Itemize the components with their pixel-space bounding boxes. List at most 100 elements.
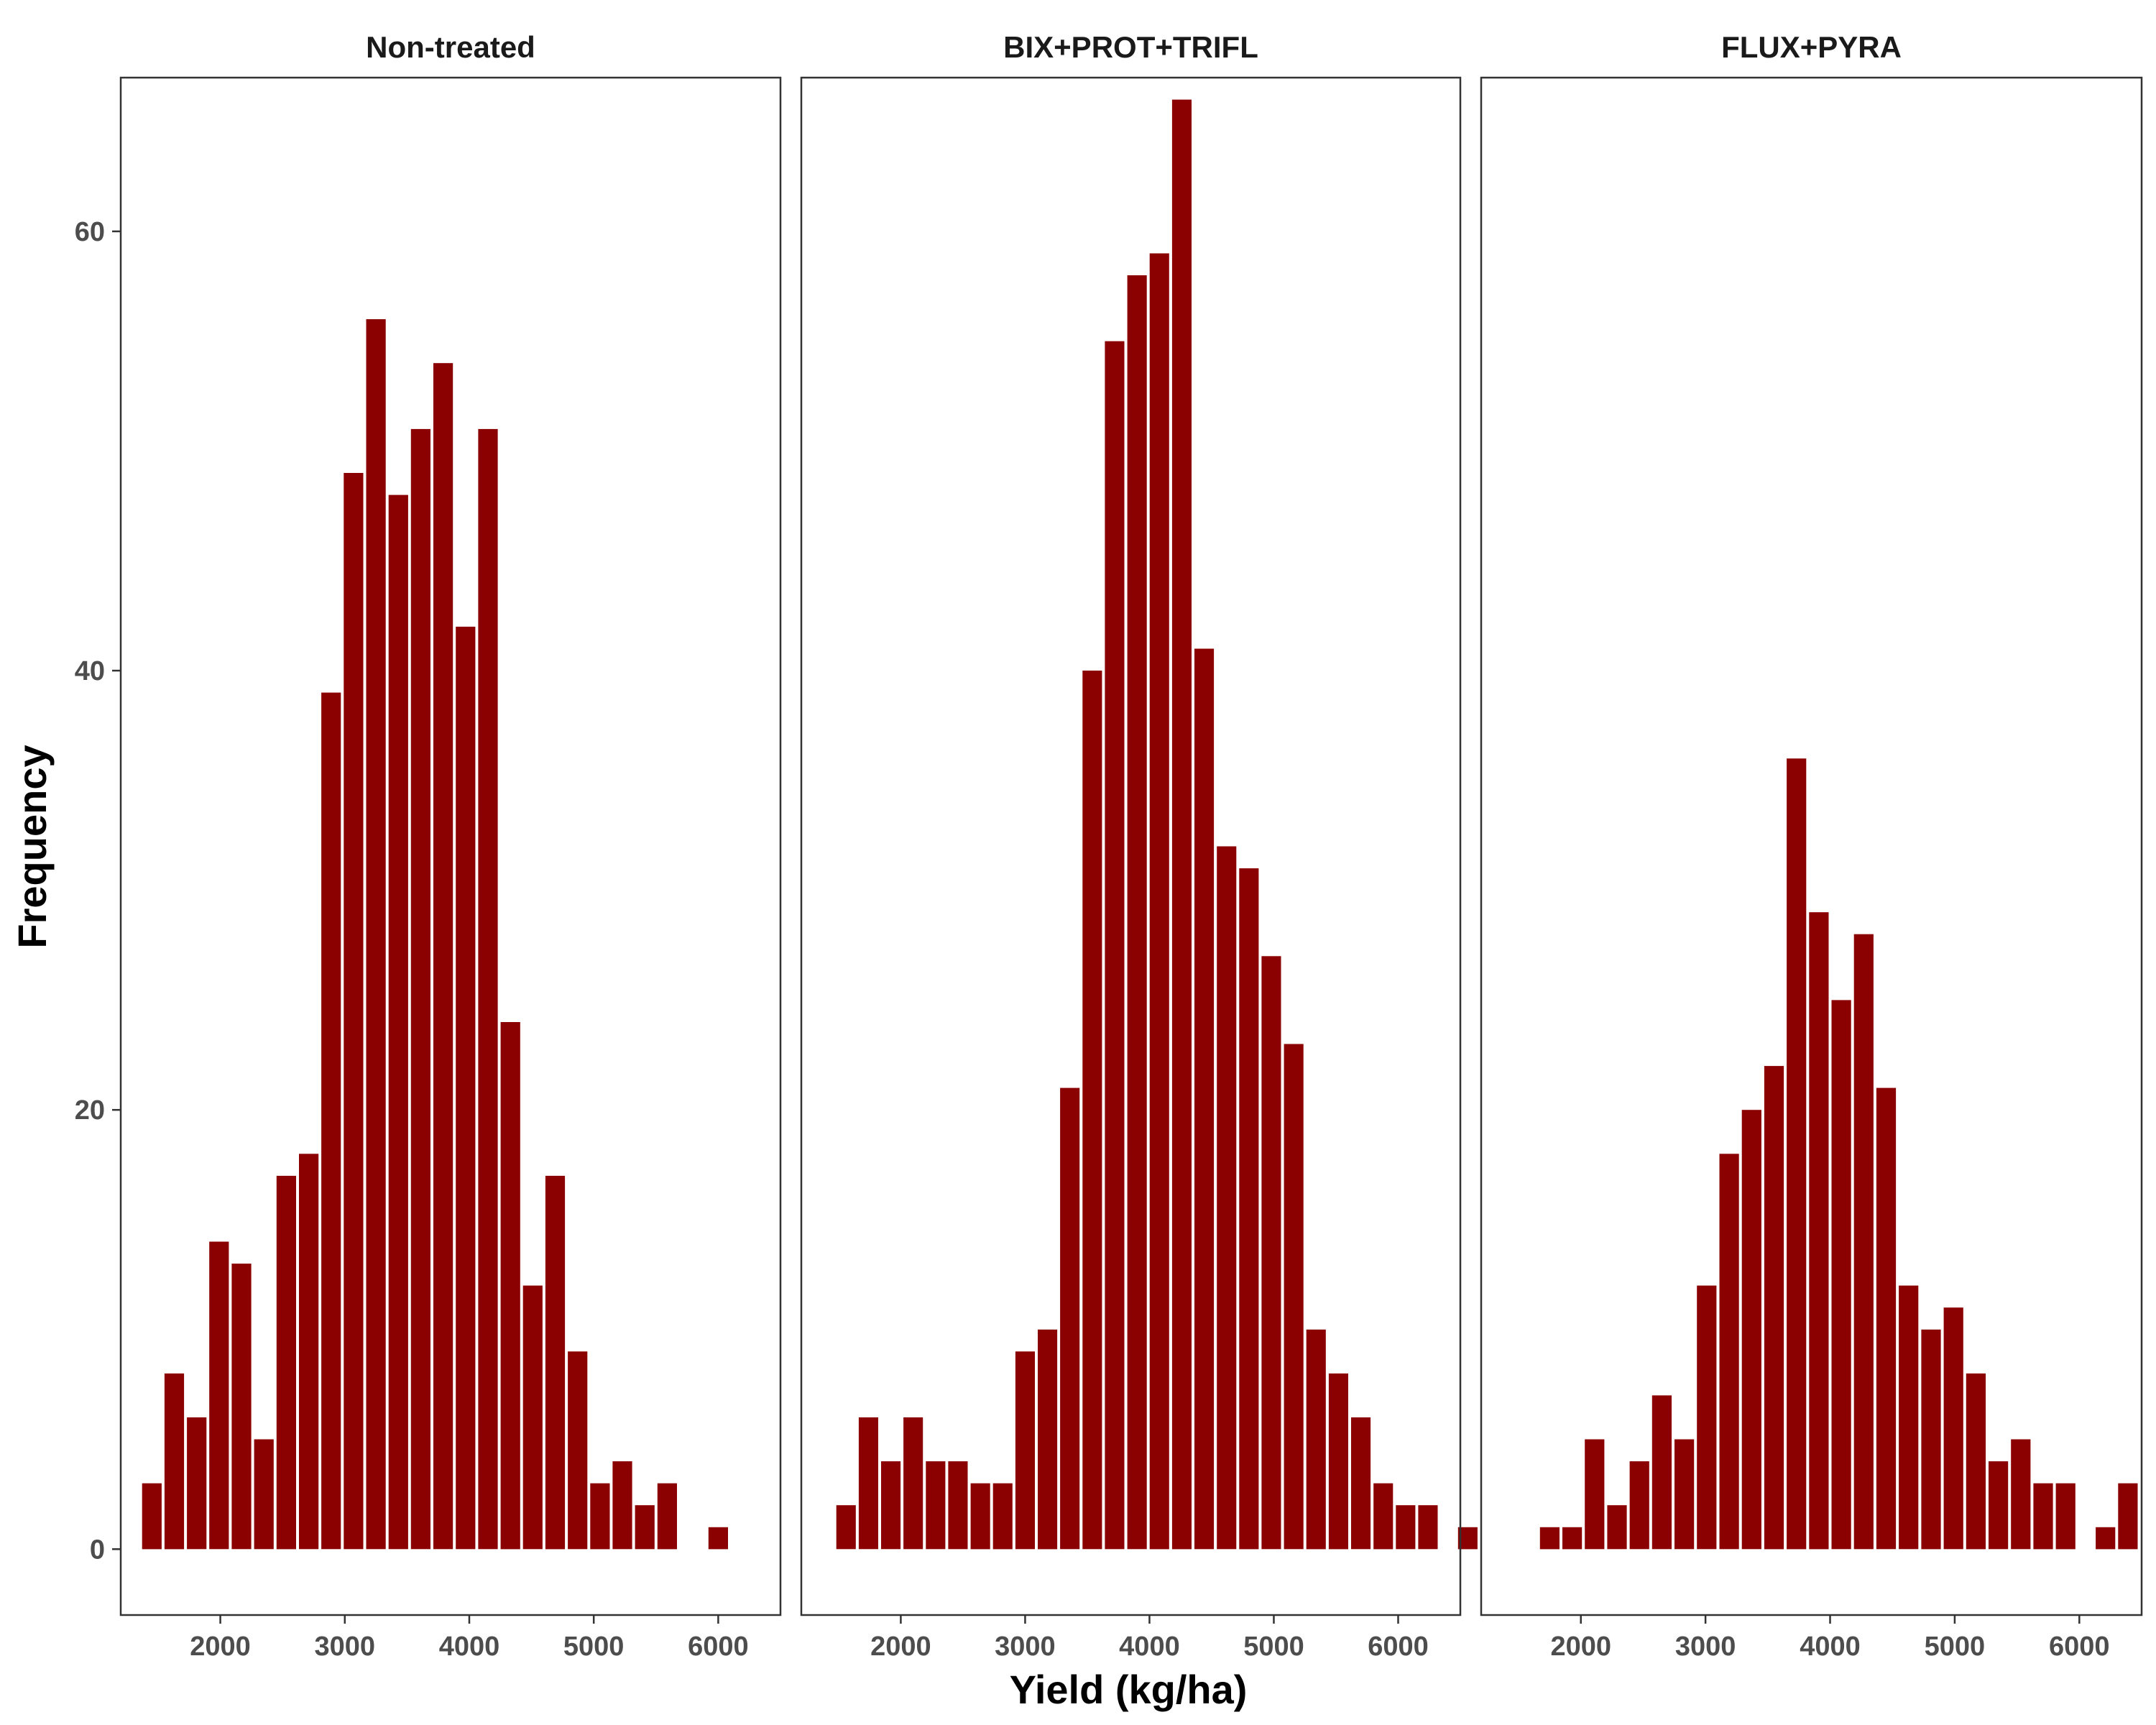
histogram-bar xyxy=(1082,671,1102,1550)
histogram-bar xyxy=(1127,275,1147,1550)
x-tick-label: 3000 xyxy=(1675,1632,1736,1662)
histogram-bar xyxy=(478,428,498,1550)
y-tick-label: 20 xyxy=(75,1095,105,1126)
facet-panel: BIX+PROT+TRIFL 2000 3000 4000 5000 6000 xyxy=(800,30,1478,1662)
x-tick-label: 5000 xyxy=(1925,1632,1986,1662)
histogram-bar xyxy=(366,319,386,1550)
histogram-bar xyxy=(231,1264,252,1550)
histogram-bar xyxy=(903,1417,923,1550)
histogram-bar xyxy=(164,1373,185,1550)
histogram-bar xyxy=(2033,1483,2053,1550)
histogram-bar xyxy=(2055,1483,2076,1550)
histogram-bar xyxy=(1060,1087,1080,1550)
histogram-bar xyxy=(456,626,476,1550)
histogram-bar xyxy=(1261,956,1281,1550)
histogram-bar xyxy=(836,1505,856,1550)
histogram-bar xyxy=(545,1175,566,1550)
histogram-bar xyxy=(948,1461,968,1550)
histogram-bar xyxy=(1853,934,1874,1550)
histogram-bar xyxy=(568,1351,588,1550)
histogram-bar xyxy=(657,1483,677,1550)
x-tick-label: 4000 xyxy=(1119,1632,1180,1662)
histogram-bar xyxy=(1585,1439,1605,1550)
histogram-bar xyxy=(881,1461,901,1550)
facet-title: FLUX+PYRA xyxy=(1721,30,1902,64)
x-tick-label: 3000 xyxy=(995,1632,1056,1662)
histogram-bar xyxy=(276,1175,296,1550)
histogram-bar xyxy=(970,1483,990,1550)
histogram-bar xyxy=(1787,758,1807,1550)
histogram-bar xyxy=(433,363,453,1550)
x-tick-label: 2000 xyxy=(1550,1632,1611,1662)
histogram-bar xyxy=(522,1285,543,1550)
histogram-bar xyxy=(1921,1329,1941,1550)
histogram-bar xyxy=(1418,1505,1438,1550)
x-axis-title: Yield (kg/ha) xyxy=(1010,1667,1248,1712)
histogram-bar xyxy=(1943,1307,1963,1550)
histogram-bar xyxy=(142,1483,162,1550)
histogram-bar xyxy=(1809,912,1829,1550)
histogram-bar xyxy=(1217,846,1237,1550)
histogram-bar xyxy=(1306,1329,1326,1550)
panel-frame xyxy=(800,76,1462,1616)
y-tick-label: 0 xyxy=(90,1535,105,1565)
x-tick-label: 4000 xyxy=(1800,1632,1861,1662)
facet-panel: Non-treated 2000 3000 4000 5000 6000 0 20 40 60 xyxy=(75,30,782,1662)
histogram-bar xyxy=(1105,341,1125,1550)
histogram-bar xyxy=(708,1527,728,1550)
x-tick-label: 5000 xyxy=(1243,1632,1304,1662)
facet-title: Non-treated xyxy=(366,30,535,64)
histogram-bar xyxy=(1764,1066,1784,1550)
histogram-bar xyxy=(254,1439,274,1550)
y-tick-label: 40 xyxy=(75,656,105,686)
histogram-bar xyxy=(1719,1154,1739,1550)
x-tick-label: 3000 xyxy=(315,1632,376,1662)
histogram-bar xyxy=(1697,1285,1717,1550)
histogram-bar xyxy=(1015,1351,1035,1550)
histogram-bar xyxy=(992,1483,1013,1550)
histogram-bar xyxy=(1239,868,1259,1550)
histogram-bar xyxy=(1741,1110,1761,1550)
x-tick-label: 6000 xyxy=(2049,1632,2110,1662)
x-tick-label: 4000 xyxy=(439,1632,500,1662)
panel-frame xyxy=(119,76,782,1616)
histogram-bar xyxy=(1651,1395,1672,1550)
histogram-bar xyxy=(321,692,341,1550)
histogram-bar xyxy=(388,494,408,1550)
histogram-bar xyxy=(858,1417,878,1550)
histogram-bar xyxy=(1629,1461,1649,1550)
histogram-bar xyxy=(926,1461,946,1550)
histogram-bar xyxy=(1171,99,1192,1550)
histogram-bar xyxy=(2011,1439,2031,1550)
histogram-bar xyxy=(344,473,364,1550)
histogram-bar xyxy=(1396,1505,1416,1550)
histogram-bar xyxy=(299,1154,319,1550)
histogram-bar xyxy=(500,1022,520,1550)
histogram-bar xyxy=(1373,1483,1393,1550)
x-tick-label: 2000 xyxy=(870,1632,931,1662)
histogram-bar xyxy=(1831,1000,1851,1550)
y-axis-title: Frequency xyxy=(9,745,55,948)
histogram-bar xyxy=(612,1461,632,1550)
panels-layer: Non-treated 2000 3000 4000 5000 6000 0 20 40 60 BI… xyxy=(75,30,2143,1662)
histogram-bar xyxy=(1539,1527,1560,1550)
histogram-bar xyxy=(1607,1505,1627,1550)
histogram-bar xyxy=(590,1483,610,1550)
histogram-bar xyxy=(1562,1527,1583,1550)
histogram-bar xyxy=(1876,1087,1897,1550)
facet-panel: FLUX+PYRA 2000 3000 4000 5000 6000 xyxy=(1480,30,2143,1662)
histogram-bar xyxy=(2096,1527,2116,1550)
x-tick-label: 6000 xyxy=(1368,1632,1429,1662)
histogram-bar xyxy=(1284,1044,1304,1550)
histogram-bar xyxy=(1989,1461,2009,1550)
x-tick-label: 5000 xyxy=(563,1632,625,1662)
histogram-bar xyxy=(2118,1483,2138,1550)
histogram-bar xyxy=(1457,1527,1478,1550)
histogram-bar xyxy=(209,1241,229,1550)
histogram-bar xyxy=(1899,1285,1919,1550)
facet-title: BIX+PROT+TRIFL xyxy=(1003,30,1258,64)
histogram-bar xyxy=(1351,1417,1371,1550)
histogram-bar xyxy=(410,428,430,1550)
